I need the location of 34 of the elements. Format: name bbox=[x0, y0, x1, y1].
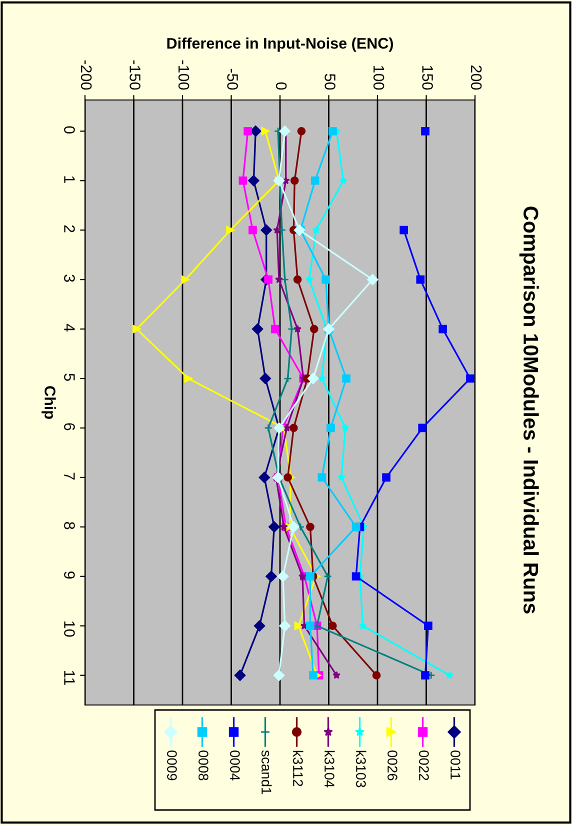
x-tick-label: -200 bbox=[80, 60, 92, 90]
legend-label: 0011 bbox=[450, 750, 460, 780]
y-tick-label: 6 bbox=[64, 423, 75, 430]
legend-label: k3103 bbox=[356, 750, 366, 788]
y-tick-label: 4 bbox=[64, 324, 75, 332]
y-tick-label: 7 bbox=[64, 472, 75, 480]
x-tick-label: -50 bbox=[227, 68, 238, 90]
y-tick-label: 2 bbox=[64, 225, 75, 232]
y-tick-label: 8 bbox=[64, 522, 75, 530]
y-tick-label: 5 bbox=[64, 374, 75, 381]
y-tick-label: 9 bbox=[64, 572, 75, 579]
y-tick-label: 11 bbox=[64, 670, 75, 685]
text: Comparison 10Modules - Individual Runs bbox=[519, 206, 539, 614]
legend-label: 0022 bbox=[419, 750, 429, 780]
legend-label: k3104 bbox=[324, 750, 335, 788]
legend-label: k3112 bbox=[293, 750, 304, 786]
y-tick-label: 0 bbox=[64, 126, 75, 134]
y-tick-label: 1 bbox=[64, 176, 75, 183]
legend-label: 0009 bbox=[167, 750, 177, 780]
y-tick-label: 3 bbox=[64, 274, 75, 282]
legend-label: 0026 bbox=[388, 750, 398, 780]
y-axis-title: Chip bbox=[42, 386, 56, 419]
x-tick-label: -100 bbox=[178, 60, 190, 90]
x-tick-label: 150 bbox=[422, 66, 433, 90]
x-tick-label: -150 bbox=[130, 60, 140, 90]
legend-label: 0008 bbox=[198, 750, 208, 780]
x-tick-label: 50 bbox=[324, 74, 336, 90]
x-axis-title: Difference in Input-Noise (ENC) bbox=[167, 38, 393, 52]
legend-label: 0004 bbox=[230, 750, 240, 780]
x-tick-label: 0 bbox=[276, 82, 287, 90]
x-tick-label: 100 bbox=[373, 66, 384, 90]
x-tick-label: 200 bbox=[470, 66, 482, 90]
y-tick-label: 10 bbox=[64, 621, 75, 637]
legend-label: scand1 bbox=[262, 750, 272, 794]
